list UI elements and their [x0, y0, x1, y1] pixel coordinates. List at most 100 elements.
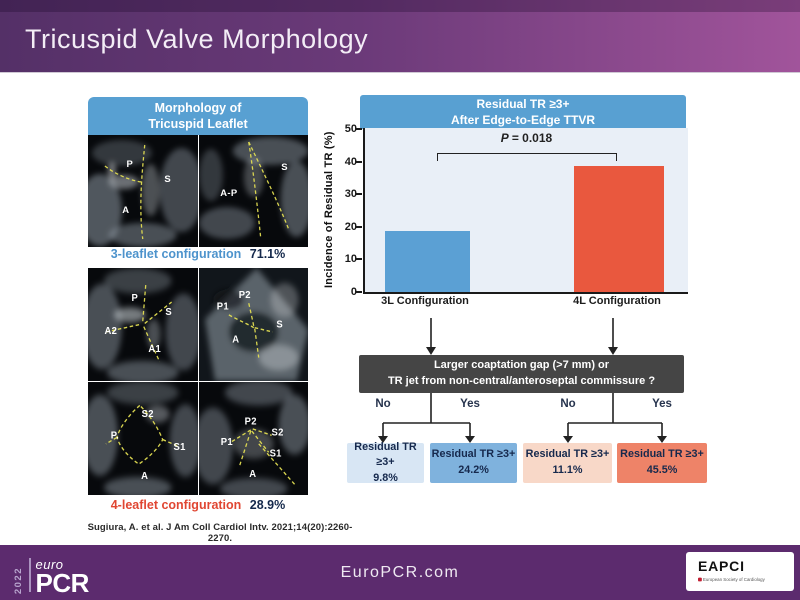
coaptation-line: [229, 429, 251, 444]
outcome-label: Residual TR ≥3+: [620, 448, 704, 461]
morphology-panel-header: Morphology of Tricuspid Leaflet: [88, 97, 308, 135]
slide-footer: 2022 euro PCR EuroPCR.com EAPCI European…: [0, 545, 800, 600]
echo-label: P: [127, 159, 134, 170]
y-tick-10: 10: [344, 253, 357, 265]
branch-no-4l: No: [560, 398, 576, 410]
flowchart-connectors: [378, 318, 667, 443]
outcome-value: 45.5%: [646, 464, 678, 476]
outcome-label: Residual TR ≥3+: [431, 448, 516, 461]
echo-label: S1: [174, 442, 186, 453]
eapci-logo: EAPCI European Society of Cardiology: [686, 552, 794, 591]
p-value-symbol: P: [500, 131, 509, 145]
echo-image-4l-bottom-right: P2 P1 S2 S1 A: [198, 382, 308, 495]
bar-chart-plot-area: P = 0.018: [363, 128, 688, 294]
arrow-down-icon: [465, 436, 475, 443]
y-tickmark: [356, 226, 362, 228]
esc-icon: [698, 577, 702, 582]
logo-pcr-text: PCR: [35, 567, 90, 598]
coaptation-line: [228, 314, 254, 329]
coaptation-line: [253, 328, 259, 358]
arrow-down-icon: [378, 436, 388, 443]
x-axis-label-4l: 4L Configuration: [573, 295, 661, 307]
echo-label: S: [276, 319, 283, 330]
echo-label: P1: [216, 301, 228, 312]
p-value-annotation: P = 0.018: [365, 131, 688, 145]
echo-label: A: [232, 334, 239, 345]
echo-label: S: [281, 162, 288, 173]
citation: Sugiura, A. et al. J Am Coll Cardiol Int…: [87, 522, 353, 544]
y-tickmark: [356, 161, 362, 163]
outcome-box-4l-yes: Residual TR ≥3+ 45.5%: [617, 443, 707, 483]
echo-image-3l-left: P S A: [88, 135, 198, 247]
y-tickmark: [356, 128, 362, 130]
y-tick-40: 40: [344, 156, 357, 168]
logo-divider: [28, 558, 31, 592]
europcr-logo: 2022 euro PCR: [13, 552, 90, 598]
echo-label: P2: [244, 416, 256, 427]
branch-no-3l: No: [375, 398, 391, 410]
echo-label: P1: [220, 437, 232, 448]
question-line2: TR jet from non-central/anteroseptal com…: [387, 375, 656, 387]
coaptation-line: [143, 326, 161, 363]
echo-label: S2: [142, 409, 154, 420]
p-value-number: = 0.018: [511, 131, 553, 145]
decision-question-box: Larger coaptation gap (>7 mm) or TR jet …: [359, 355, 684, 393]
chart-title: Residual TR ≥3+ After Edge-to-Edge TTVR: [360, 95, 686, 129]
echo-image-4l-bottom-left: S2 P. S1 A: [88, 382, 198, 495]
significance-bracket: [437, 153, 617, 161]
figure-panel: Residual TR ≥3+ After Edge-to-Edge TTVR …: [323, 95, 707, 490]
echo-label: P: [131, 293, 138, 304]
y-tick-0: 0: [350, 286, 357, 298]
logo-euro-text: euro: [35, 556, 64, 572]
coaptation-line: [162, 438, 178, 447]
website-text: EuroPCR.com: [340, 564, 460, 581]
bar-4l-configuration: [574, 165, 664, 292]
echo-label: A1: [148, 344, 161, 355]
echo-label: S1: [269, 448, 281, 459]
outcome-label: Residual TR ≥3+: [525, 448, 610, 461]
y-tick-20: 20: [344, 221, 357, 233]
eapci-name: EAPCI: [698, 558, 745, 575]
y-tickmark: [356, 258, 362, 260]
outcome-value: 9.8%: [373, 471, 398, 484]
echo-label: S2: [271, 427, 283, 438]
outcome-value: 24.2%: [458, 464, 489, 476]
bar-3l-configuration: [385, 231, 470, 292]
coaptation-line: [254, 327, 273, 333]
arrow-down-icon: [657, 436, 667, 443]
y-tickmark: [356, 193, 362, 195]
y-axis-label: Incidence of Residual TR (%): [323, 131, 335, 289]
page-title: Tricuspid Valve Morphology: [25, 24, 369, 54]
slide-header: Tricuspid Valve Morphology: [0, 0, 800, 73]
four-leaflet-label: 4-leaflet configuration: [110, 498, 242, 512]
eapci-subtitle: European Society of Cardiology: [702, 576, 765, 582]
outcome-box-3l-yes: Residual TR ≥3+ 24.2%: [430, 443, 517, 483]
four-leaflet-caption: 4-leaflet configuration 28.9%: [88, 498, 308, 516]
echo-label: A-P: [220, 188, 237, 199]
outcome-value: 11.1%: [552, 464, 583, 476]
echo-label: A2: [105, 326, 118, 337]
coaptation-line: [247, 141, 289, 230]
echo-label: A: [122, 205, 129, 216]
three-leaflet-echo-images: P S A A: [88, 135, 308, 247]
coaptation-line: [104, 165, 142, 183]
three-leaflet-label: 3-leaflet configuration: [110, 247, 242, 261]
four-leaflet-value: 28.9%: [249, 498, 286, 512]
x-axis-label-3l: 3L Configuration: [381, 295, 469, 307]
echo-label: P2: [238, 290, 250, 301]
coaptation-line: [257, 443, 296, 486]
y-tick-50: 50: [344, 123, 357, 135]
three-leaflet-value: 71.1%: [249, 247, 286, 261]
panel-header-line2: Tricuspid Leaflet: [148, 117, 248, 131]
echo-label: S: [164, 174, 171, 185]
echo-image-4l-top-left: P S A2 A1: [88, 268, 198, 381]
echo-image-3l-right: A-P S: [198, 135, 308, 247]
coaptation-line: [247, 141, 261, 239]
outcome-box-3l-no: Residual TR ≥3+ 9.8%: [347, 441, 424, 484]
y-tick-30: 30: [344, 188, 357, 200]
coaptation-line: [116, 404, 164, 465]
echo-image-4l-top-right: P1 P2 S A: [198, 268, 308, 381]
arrow-down-icon: [426, 347, 436, 355]
arrow-down-icon: [608, 347, 618, 355]
four-leaflet-echo-images: P S A2 A1: [88, 268, 308, 495]
